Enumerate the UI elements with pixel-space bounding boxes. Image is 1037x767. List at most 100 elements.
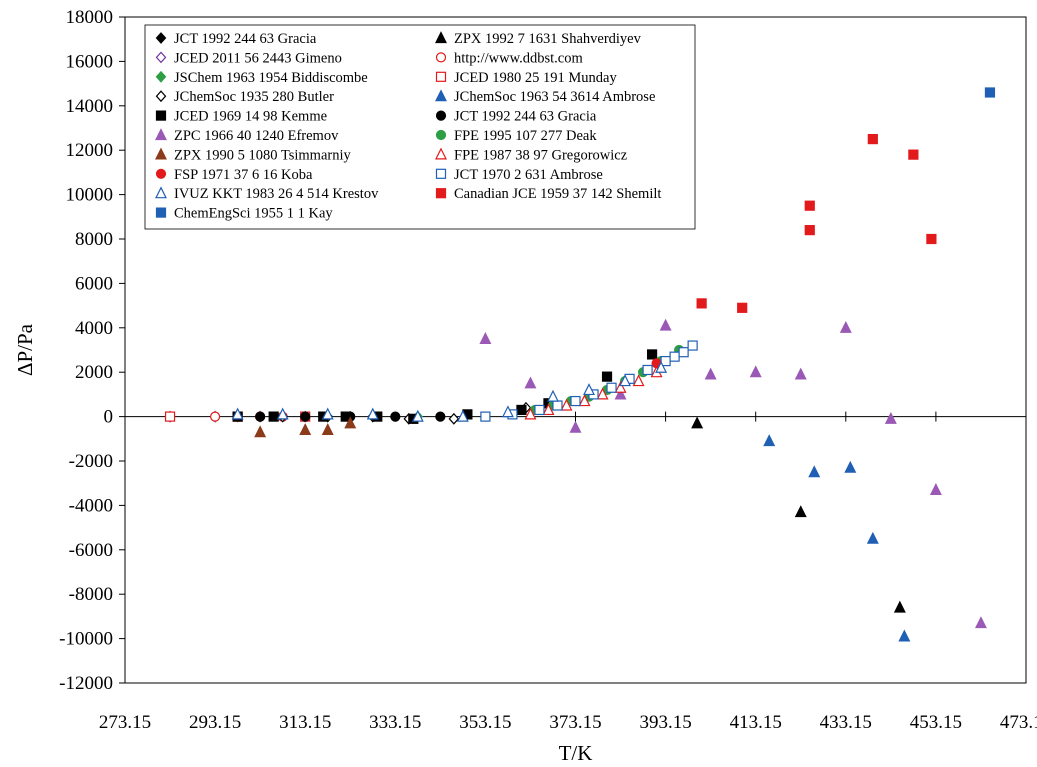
data-point [696,298,707,309]
data-point [411,409,424,422]
legend-label: ZPX 1990 5 1080 Tsimmarniy [174,147,351,163]
data-point [794,505,807,518]
data-point [691,416,704,429]
x-tick-label: 473.15 [1000,712,1037,733]
data-point [669,351,680,362]
data-point [268,411,279,422]
y-tick-label: 4000 [75,318,113,339]
legend-label: JSChem 1963 1954 Biddiscombe [174,70,368,86]
x-tick-label: 373.15 [549,712,601,733]
legend-label: FPE 1987 38 97 Gregorowicz [454,147,628,163]
data-point [524,376,537,389]
legend-label: http://www.ddbst.com [454,50,583,66]
legend-label: JCED 1980 25 191 Munday [454,70,617,86]
legend-label: FSP 1971 37 6 16 Koba [174,167,313,183]
legend-label: FPE 1995 107 277 Deak [454,128,597,144]
legend-marker [435,71,447,82]
data-point [646,349,658,360]
y-axis-ticks: 18000 16000 14000 12000 10000 8000 6000 4000 200… [59,7,125,694]
data-point [583,383,595,396]
x-axis-ticks: 273.15 293.15 313.15 333.15 353.15 373.15 393.… [99,411,1037,733]
legend-marker [435,168,447,179]
legend-label: Canadian JCE 1959 37 142 Shemilt [454,186,661,202]
legend-marker [155,168,167,179]
data-point [321,423,334,436]
legend-marker [435,129,447,141]
data-point [164,411,176,422]
series-15 [480,340,698,422]
data-points [164,87,996,642]
legend-marker [155,110,167,121]
x-tick-label: 353.15 [459,712,511,733]
data-point [542,403,555,416]
plot-frame [124,16,1027,684]
data-point [893,600,906,613]
data-point [929,483,942,495]
data-point [524,407,537,420]
legend-marker [435,147,447,160]
y-tick-label: 0 [104,407,114,428]
data-point [866,531,879,544]
data-point [321,407,334,420]
y-tick-label: -10000 [59,629,113,650]
data-point [749,365,762,378]
legend-marker [155,186,167,199]
series-18 [984,87,996,98]
data-point [632,374,645,387]
legend-marker [435,110,447,121]
data-point [276,407,289,420]
data-point [884,411,897,424]
x-tick-label: 453.15 [910,712,962,733]
legend-marker [155,51,167,64]
legend-label: JCED 1969 14 98 Kemme [174,109,327,125]
data-point [794,367,807,380]
y-tick-label: 14000 [66,96,114,117]
data-point [601,371,613,382]
legend-marker [155,128,167,141]
data-point [704,367,717,380]
y-tick-label: 10000 [66,185,114,206]
data-point [844,460,857,473]
legend-label: JCT 1970 2 631 Ambrose [454,167,603,183]
y-tick-label: 18000 [66,7,114,28]
legend-label: ChemEngSci 1955 1 1 Kay [174,206,333,222]
y-tick-label: 2000 [75,362,113,383]
data-point [926,233,937,245]
data-point [974,616,987,629]
legend-label: JChemSoc 1963 54 3614 Ambrose [454,89,655,105]
data-point [984,87,996,98]
y-tick-label: -8000 [69,584,113,605]
data-point [808,465,821,478]
legend-label: IVUZ KKT 1983 26 4 514 Krestov [174,186,379,202]
series-8 [232,349,658,424]
data-point [687,340,698,351]
legend-frame [144,24,696,230]
data-point [448,412,460,425]
data-point [480,411,491,422]
data-point [606,382,617,393]
data-point [763,434,776,447]
data-point [534,404,545,416]
data-point [255,411,266,422]
data-point [569,420,582,433]
series-10 [479,318,987,629]
legend-marker [435,31,447,44]
data-point [839,320,852,333]
x-axis-label: T/K [559,741,593,765]
series-7 [763,434,911,642]
y-tick-label: 16000 [66,51,114,72]
y-tick-label: -4000 [69,495,113,516]
legend-marker [155,70,167,83]
data-point [231,407,244,420]
y-tick-label: 12000 [66,140,114,161]
data-point [737,302,748,313]
data-point [366,407,379,420]
data-point [560,398,573,411]
data-point [456,409,469,422]
data-point [547,389,559,402]
y-tick-label: -12000 [59,673,113,694]
legend-marker [435,188,447,199]
legend-label: JChemSoc 1935 280 Butler [174,89,334,105]
data-point [614,380,627,393]
x-tick-label: 313.15 [279,712,331,733]
